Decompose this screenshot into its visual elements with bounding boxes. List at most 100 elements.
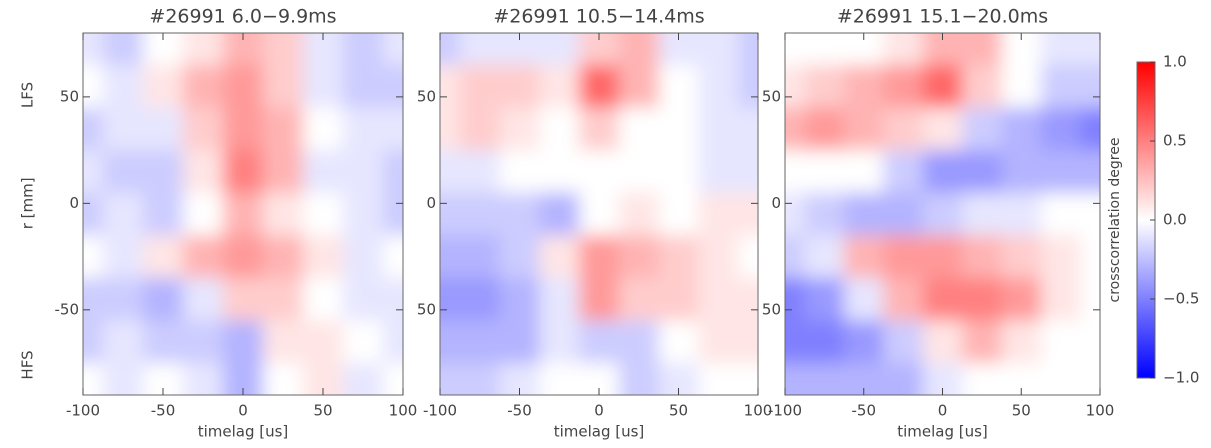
heatmap-cell bbox=[143, 192, 184, 236]
heatmap-cell bbox=[263, 363, 304, 395]
heatmap-cell bbox=[539, 363, 580, 395]
heatmap-cell bbox=[962, 235, 1003, 279]
heatmap-cell bbox=[922, 235, 963, 279]
heatmap-cell bbox=[223, 107, 264, 151]
heatmap-cell bbox=[698, 107, 739, 151]
x-tick-label: 100 bbox=[744, 402, 773, 420]
x-tick-label: 50 bbox=[669, 402, 688, 420]
heatmap-cell bbox=[223, 235, 264, 279]
heatmap-cell bbox=[1001, 107, 1042, 151]
colorbar-tick-label: 1.0 bbox=[1163, 53, 1187, 71]
heatmap-cell bbox=[618, 235, 660, 279]
heatmap-cell bbox=[343, 107, 384, 151]
heatmap-cell bbox=[83, 150, 104, 194]
heatmap-cell bbox=[658, 235, 699, 279]
colorbar-tick-label: −1.0 bbox=[1163, 369, 1199, 387]
heatmap-cell bbox=[263, 277, 304, 321]
heatmap-cell bbox=[499, 192, 540, 236]
heatmap-cell bbox=[343, 320, 384, 364]
heatmap-cell bbox=[103, 107, 144, 151]
heatmap-cell bbox=[440, 107, 461, 151]
heatmap-cell bbox=[618, 320, 660, 364]
heatmap-cell bbox=[804, 150, 845, 194]
heatmap-cell bbox=[738, 150, 758, 194]
heatmap-cell bbox=[844, 363, 884, 395]
heatmap-cell bbox=[658, 277, 699, 321]
heatmap-cell bbox=[738, 33, 758, 66]
heatmap-cell bbox=[343, 33, 384, 66]
heatmap-cell bbox=[263, 107, 304, 151]
y-tick-label: 50 bbox=[417, 300, 436, 318]
y-tick-label: -50 bbox=[55, 300, 80, 318]
heatmap bbox=[785, 33, 1100, 395]
heatmap-cell bbox=[1080, 107, 1100, 151]
heatmap-cell bbox=[698, 277, 739, 321]
heatmap-cell bbox=[143, 320, 184, 364]
heatmap-cell bbox=[698, 320, 739, 364]
heatmap-cell bbox=[618, 107, 660, 151]
heatmap-cell bbox=[343, 192, 384, 236]
heatmap-cell bbox=[844, 150, 884, 194]
heatmap-cell bbox=[499, 235, 540, 279]
annotation: HFS bbox=[19, 350, 37, 379]
x-tick-label: 50 bbox=[313, 402, 332, 420]
heatmap-cell bbox=[499, 150, 540, 194]
heatmap-cell bbox=[223, 277, 264, 321]
heatmap-cell bbox=[962, 107, 1003, 151]
heatmap-cell bbox=[883, 107, 924, 151]
heatmap-cell bbox=[459, 277, 501, 321]
heatmap-cell bbox=[539, 64, 580, 109]
colorbar-tick-label: 0.0 bbox=[1163, 211, 1187, 229]
heatmap-cell bbox=[459, 150, 501, 194]
x-tick-label: -100 bbox=[423, 402, 457, 420]
heatmap-cell bbox=[844, 320, 884, 364]
heatmap-cell bbox=[499, 363, 540, 395]
heatmap-cell bbox=[922, 277, 963, 321]
heatmap-cell bbox=[1080, 33, 1100, 66]
heatmap-cell bbox=[844, 235, 884, 279]
heatmap-cell bbox=[1001, 150, 1042, 194]
heatmap-cell bbox=[738, 320, 758, 364]
heatmap-cell bbox=[263, 235, 304, 279]
heatmap-cell bbox=[143, 363, 184, 395]
heatmap-cell bbox=[785, 33, 806, 66]
heatmap-cell bbox=[883, 363, 924, 395]
heatmap-cell bbox=[738, 107, 758, 151]
heatmap-cell bbox=[83, 192, 104, 236]
heatmap-cell bbox=[804, 363, 845, 395]
heatmap-cell bbox=[698, 150, 739, 194]
heatmap-cell bbox=[698, 192, 739, 236]
heatmap-cell bbox=[539, 33, 580, 66]
heatmap-cell bbox=[343, 363, 384, 395]
heatmap-cell bbox=[1001, 363, 1042, 395]
heatmap-cell bbox=[844, 192, 884, 236]
y-tick-label: 0 bbox=[771, 194, 781, 212]
heatmap-cell bbox=[804, 64, 845, 109]
heatmap-cell bbox=[539, 107, 580, 151]
heatmap-cells bbox=[785, 33, 1100, 395]
heatmap-cell bbox=[658, 64, 699, 109]
heatmap-cell bbox=[103, 64, 144, 109]
heatmap-cell bbox=[962, 277, 1003, 321]
heatmap-cell bbox=[922, 107, 963, 151]
heatmap-cell bbox=[499, 64, 540, 109]
heatmap-cell bbox=[579, 192, 620, 236]
heatmap-cell bbox=[143, 107, 184, 151]
heatmap-cell bbox=[383, 363, 403, 395]
heatmap-cell bbox=[143, 235, 184, 279]
heatmap-cell bbox=[785, 235, 806, 279]
heatmap-cell bbox=[303, 235, 344, 279]
heatmap-cell bbox=[103, 33, 144, 66]
heatmap-cell bbox=[539, 192, 580, 236]
heatmap-cell bbox=[738, 363, 758, 395]
heatmap-cell bbox=[459, 192, 501, 236]
heatmap-cell bbox=[1080, 150, 1100, 194]
heatmap-cell bbox=[785, 363, 806, 395]
chart-title: #26991 15.1−20.0ms bbox=[837, 6, 1048, 28]
y-tick-label: 50 bbox=[762, 300, 781, 318]
heatmap-cell bbox=[459, 107, 501, 151]
heatmap-cell bbox=[738, 235, 758, 279]
y-axis-label: r [mm] bbox=[19, 177, 37, 229]
heatmap bbox=[83, 33, 403, 395]
chart-title: #26991 10.5−14.4ms bbox=[493, 6, 704, 28]
